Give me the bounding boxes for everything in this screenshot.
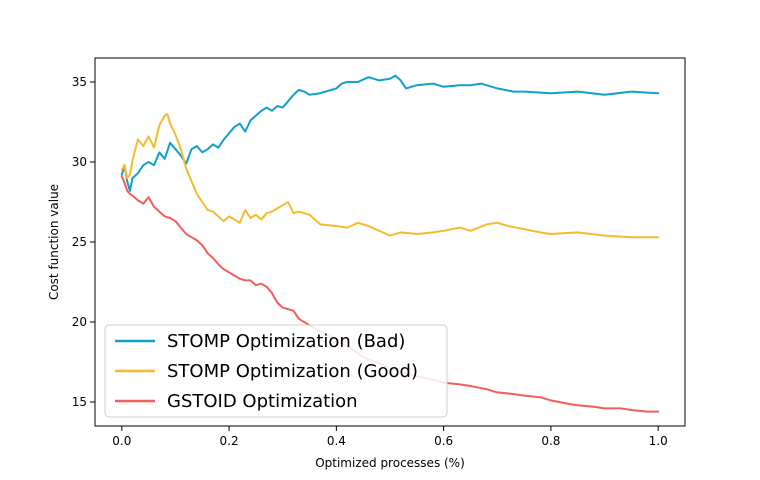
- x-axis-ticks: 0.0 0.2 0.4 0.6 0.8 1.0: [112, 426, 668, 448]
- legend: STOMP Optimization (Bad) STOMP Optimizati…: [104, 324, 448, 418]
- y-tick-label: 15: [72, 395, 87, 409]
- legend-label-3: GSTOID Optimization: [167, 391, 358, 412]
- series-line-3: [120, 175, 660, 413]
- x-axis-label: Optimized processes (%): [315, 456, 465, 470]
- y-tick-label: 25: [72, 235, 87, 249]
- series-layer: [120, 74, 660, 413]
- legend-box: [104, 324, 448, 418]
- x-tick-label: 1.0: [649, 434, 668, 448]
- x-tick-label: 0.0: [112, 434, 131, 448]
- y-axis-label: Cost function value: [47, 184, 61, 300]
- x-tick-label: 0.2: [220, 434, 239, 448]
- x-tick-label: 0.8: [541, 434, 560, 448]
- y-tick-label: 30: [72, 155, 87, 169]
- legend-label-1: STOMP Optimization (Bad): [167, 331, 405, 352]
- legend-label-2: STOMP Optimization (Good): [167, 361, 418, 382]
- y-tick-label: 20: [72, 315, 87, 329]
- x-tick-label: 0.4: [327, 434, 346, 448]
- series-line-1: [120, 74, 660, 192]
- y-tick-label: 35: [72, 75, 87, 89]
- x-tick-label: 0.6: [434, 434, 453, 448]
- series-line-2: [120, 113, 660, 239]
- y-axis-ticks: 15 20 25 30 35: [72, 75, 95, 409]
